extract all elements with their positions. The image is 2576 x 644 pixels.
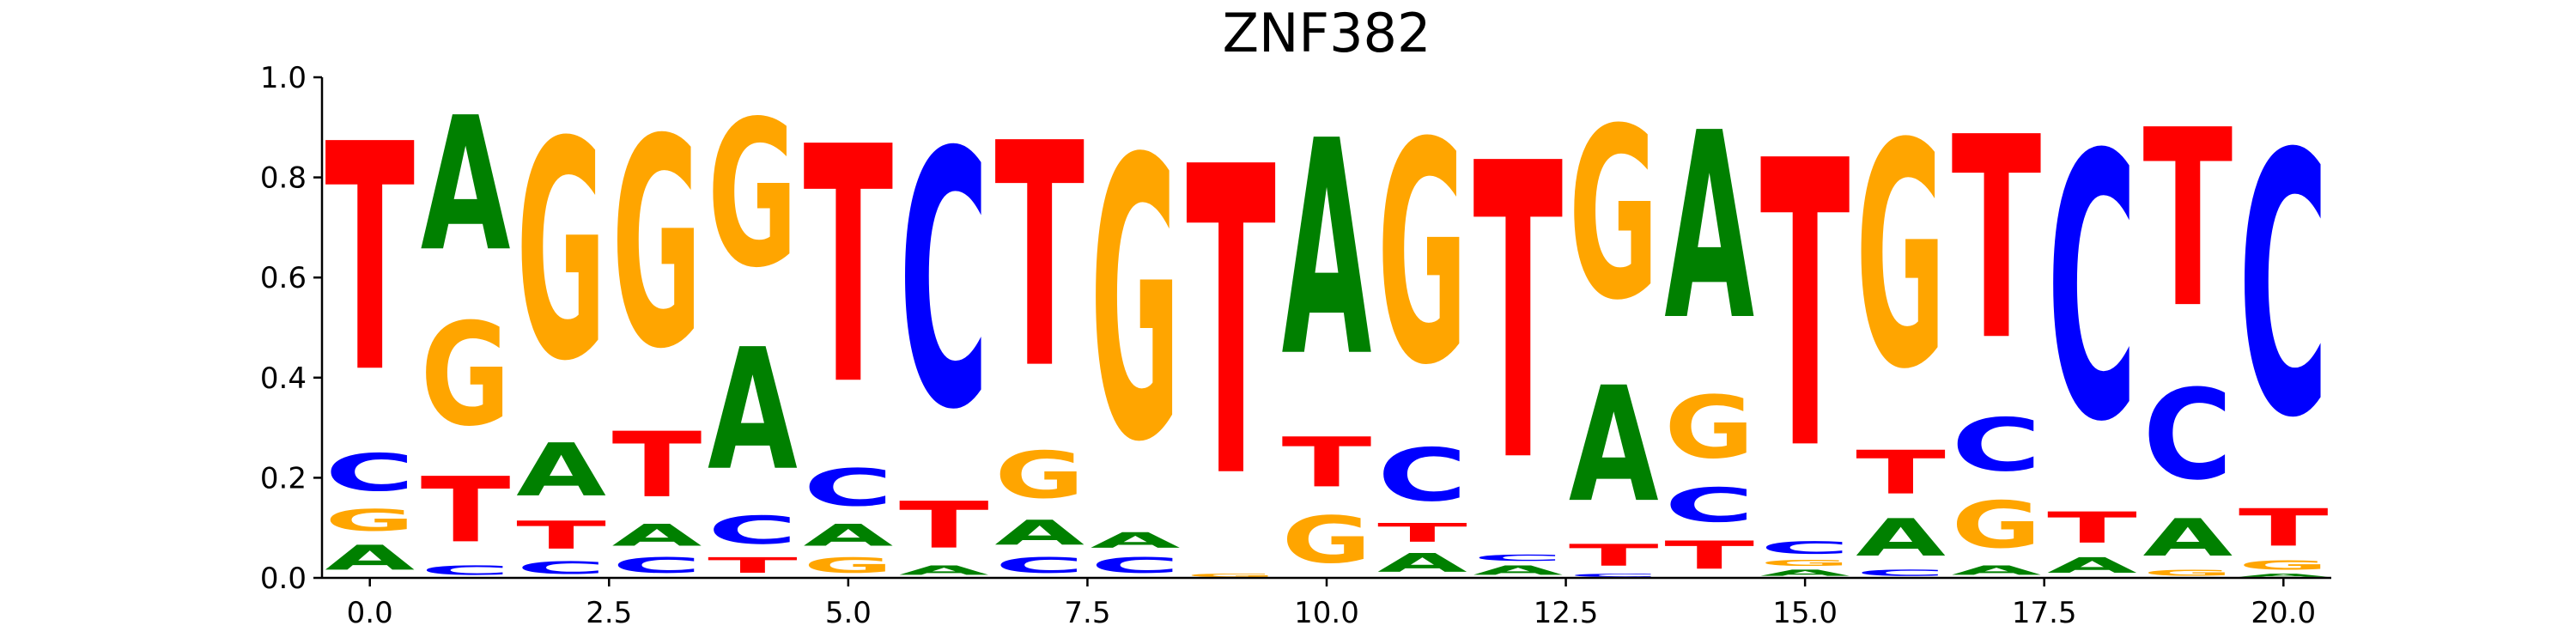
y-tick-label: 0.2: [260, 461, 307, 495]
logo-letter-G: G: [421, 293, 511, 458]
logo-letter-A: A: [1760, 568, 1850, 578]
logo-letter-C: C: [708, 508, 798, 553]
logo-letter-A: A: [1856, 508, 1946, 568]
logo-letter-G: G: [1091, 78, 1181, 526]
logo-letter-T: T: [1282, 422, 1372, 502]
logo-letter-T: T: [1952, 78, 2042, 402]
logo-letter-T: T: [1760, 78, 1851, 537]
logo-letter-T: T: [1186, 79, 1277, 572]
logo-letter-G: G: [2142, 568, 2233, 578]
logo-letter-G: G: [708, 79, 798, 313]
y-tick-label: 0.0: [260, 562, 307, 596]
x-tick-label: 20.0: [2251, 596, 2316, 630]
logo-letter-C: C: [899, 79, 989, 487]
logo-letter-C: C: [1664, 478, 1754, 532]
logo-letter-T: T: [803, 79, 894, 457]
x-tick-label: 2.5: [586, 596, 632, 630]
logo-letter-G: G: [1952, 488, 2042, 562]
logo-letter-G: G: [803, 553, 893, 578]
logo-letter-T: T: [994, 79, 1085, 437]
logo-letter-T: T: [1856, 438, 1946, 507]
logo-letter-A: A: [708, 314, 798, 507]
logo-letter-G: G: [994, 438, 1084, 513]
logo-letter-T: T: [325, 78, 416, 441]
x-tick-label: 7.5: [1064, 596, 1110, 630]
logo-letter-G: G: [1282, 503, 1372, 578]
logo-letter-C: C: [1473, 553, 1563, 563]
logo-letter-A: A: [612, 518, 702, 553]
logo-letter-C: C: [1091, 553, 1181, 578]
x-tick-label: 15.0: [1772, 596, 1838, 630]
logo-letter-G: G: [1377, 77, 1467, 431]
logo-letter-C: C: [516, 558, 606, 578]
logo-letter-T: T: [708, 553, 798, 578]
logo-letter-A: A: [2239, 573, 2329, 578]
logo-letter-G: G: [2239, 558, 2329, 573]
logo-letter-G: G: [1856, 79, 1946, 437]
logo-letter-T: T: [1664, 533, 1754, 578]
y-tick-label: 0.8: [260, 161, 307, 196]
logo-letter-T: T: [516, 513, 606, 557]
logo-letter-A: A: [994, 513, 1084, 553]
logo-letter-T: T: [2047, 503, 2137, 553]
logo-letter-A: A: [1091, 528, 1181, 553]
logo-letter-T: T: [1473, 77, 1564, 551]
logo-letter-A: A: [2142, 508, 2233, 568]
logo-letter-T: T: [612, 413, 702, 518]
logo-letter-A: A: [1282, 77, 1373, 422]
logo-letter-A: A: [1377, 548, 1467, 578]
logo-letter-G: G: [1664, 378, 1754, 477]
x-tick-label: 10.0: [1294, 596, 1359, 630]
y-tick-label: 1.0: [260, 61, 307, 95]
x-tick-label: 17.5: [2012, 596, 2077, 630]
logo-letter-G: G: [1760, 558, 1850, 568]
x-tick-label: 0.0: [347, 596, 393, 630]
logo-letter-T: T: [421, 458, 511, 562]
logo-letter-A: A: [325, 538, 415, 578]
logo-letter-A: A: [899, 563, 989, 578]
logo-letter-A: A: [803, 518, 893, 553]
logo-letter-T: T: [1569, 538, 1659, 573]
logo-letter-A: A: [421, 79, 511, 293]
logo-letter-A: A: [1569, 354, 1659, 538]
logo-letter-A: A: [1473, 563, 1563, 578]
x-ticks: 0.0 2.5 5.0 7.5 10.0 12.5 15.0 17.5 20.0: [347, 578, 2316, 630]
logo-letter-T: T: [899, 489, 989, 563]
logo-letter-C: C: [994, 553, 1084, 578]
logo-letter-G: G: [612, 77, 702, 412]
chart-axes: 0.0 0.2 0.4 0.6 0.8 1.0 0.0 2.5 5.0 7.5 10.0 12.5 1…: [260, 61, 2331, 630]
logo-letter-C: C: [421, 563, 511, 578]
logo-letter-G: G: [325, 503, 415, 538]
logo-letter-C: C: [1856, 568, 1946, 578]
logo-letter-G: G: [1569, 79, 1659, 352]
logo-letter-C: C: [2047, 78, 2137, 501]
logo-letter-A: A: [516, 428, 606, 513]
x-tick-label: 12.5: [1534, 596, 1599, 630]
logo-letter-A: A: [1664, 78, 1754, 377]
y-ticks: 0.0 0.2 0.4 0.6 0.8 1.0: [260, 61, 322, 596]
logo-letter-C: C: [612, 553, 702, 578]
x-tick-label: 5.0: [825, 596, 872, 630]
logo-letter-C: C: [1569, 573, 1659, 578]
logo-letter-T: T: [1377, 518, 1467, 548]
y-tick-label: 0.6: [260, 261, 307, 295]
logo-letter-T: T: [2239, 498, 2329, 557]
logo-letter-A: A: [2047, 553, 2137, 578]
logo-letter-C: C: [325, 442, 415, 502]
logo-letter-C: C: [1760, 538, 1850, 558]
y-tick-label: 0.4: [260, 361, 307, 396]
logo-letter-C: C: [1377, 433, 1467, 518]
logo-letter-A: A: [1952, 563, 2042, 578]
chart-title: ZNF382: [1223, 2, 1431, 64]
logo-letter-T: T: [2142, 77, 2233, 361]
logo-letter-G: G: [1186, 573, 1276, 578]
logo-letter-G: G: [516, 77, 606, 426]
logo-letter-C: C: [2142, 363, 2233, 507]
logo-letter-C: C: [2239, 78, 2329, 496]
logo-letter-C: C: [1952, 403, 2042, 488]
logo-letter-C: C: [803, 458, 893, 518]
